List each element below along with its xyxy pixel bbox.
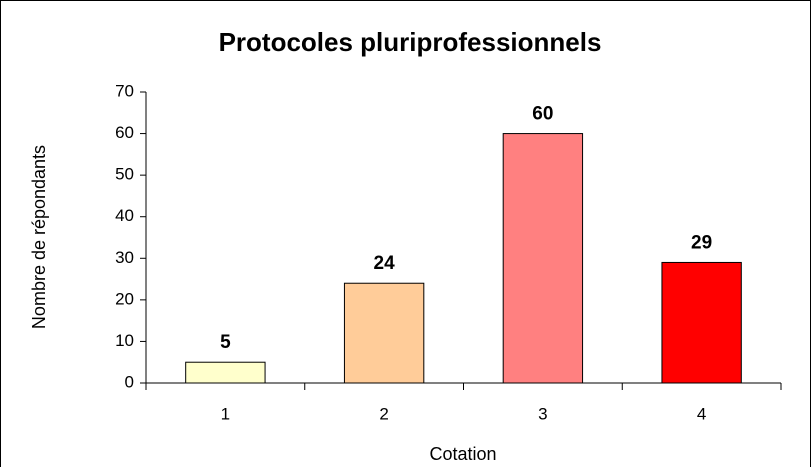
x-axis-label: Cotation xyxy=(429,444,496,464)
x-tick-label: 1 xyxy=(221,404,230,423)
bar xyxy=(502,133,584,384)
y-tick-label: 50 xyxy=(115,165,134,184)
x-tick-label: 3 xyxy=(538,404,547,423)
y-tick-label: 0 xyxy=(125,372,134,391)
chart-title: Protocoles pluriprofessionnels xyxy=(219,27,602,57)
y-tick-label: 10 xyxy=(115,331,134,350)
y-axis-label: Nombre de répondants xyxy=(29,145,49,329)
x-tick-label: 2 xyxy=(379,404,388,423)
y-tick-label: 60 xyxy=(115,123,134,142)
data-label: 5 xyxy=(220,332,231,353)
data-label: 24 xyxy=(374,253,396,274)
data-label: 29 xyxy=(691,232,712,253)
bar xyxy=(661,261,742,384)
y-tick-label: 70 xyxy=(115,81,134,100)
data-label: 60 xyxy=(532,104,553,125)
bar xyxy=(343,282,425,384)
bar xyxy=(185,361,266,384)
y-tick-label: 40 xyxy=(115,206,134,225)
x-tick-label: 4 xyxy=(697,404,706,423)
y-tick-label: 20 xyxy=(115,289,134,308)
y-tick-label: 30 xyxy=(115,248,134,267)
